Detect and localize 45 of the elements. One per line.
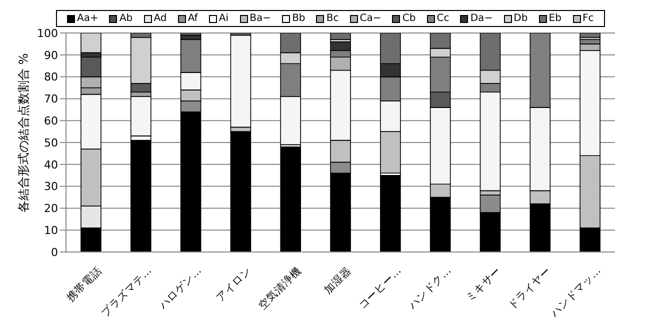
x-tick-label: ミキサー: [464, 264, 504, 304]
y-tick-label: 10: [44, 224, 58, 238]
legend-label: Ab: [118, 13, 133, 24]
legend-label: Cb: [401, 13, 416, 24]
y-tick-label: 90: [44, 48, 58, 62]
x-tick-label: コーヒー…: [356, 264, 404, 312]
x-tick-label: アイロン: [214, 264, 254, 304]
bar: [180, 33, 202, 36]
x-tick-label: ハンドク…: [406, 264, 454, 312]
legend-label: Cc: [436, 13, 450, 24]
legend-label: Ai: [218, 13, 229, 24]
legend-label: Ca−: [358, 13, 382, 24]
y-tick-label: 80: [44, 70, 58, 84]
x-tick-label: 空気清浄機: [256, 264, 304, 312]
bar: [130, 96, 152, 136]
bar: [230, 131, 252, 252]
bar: [280, 146, 302, 252]
legend-label: Aa+: [76, 13, 98, 24]
legend-label: Ad: [152, 13, 167, 24]
x-tick-label: ハロゲン…: [156, 264, 204, 312]
legend-label: Db: [512, 13, 528, 24]
bar: [380, 174, 401, 252]
bar: [80, 33, 102, 54]
y-tick-label: 100: [37, 26, 58, 40]
legend-label: Eb: [548, 13, 562, 24]
bar: [130, 140, 152, 252]
y-tick-label: 70: [44, 92, 58, 106]
y-tick-label: 60: [44, 114, 58, 128]
legend-label: Ba−: [248, 13, 271, 24]
legend-label: Da−: [469, 13, 493, 24]
y-tick-label: 20: [44, 202, 58, 216]
x-tick-label: 加湿器: [321, 264, 354, 297]
legend-label: Af: [186, 13, 198, 24]
y-tick-label: 0: [51, 246, 58, 259]
y-tick-label: 50: [44, 136, 58, 150]
bar: [580, 33, 600, 38]
y-tick-label: 30: [44, 180, 58, 194]
legend-label: Fc: [582, 13, 594, 24]
bar: [230, 34, 252, 128]
bar: [330, 33, 351, 40]
y-tick-label: 40: [44, 158, 58, 172]
x-tick-label: 携帯電話: [64, 264, 104, 304]
legend-label: Bc: [325, 13, 339, 24]
legend-label: Bb: [291, 13, 306, 24]
y-axis-title: 各結合形式の結合点数割合 %: [16, 53, 30, 212]
